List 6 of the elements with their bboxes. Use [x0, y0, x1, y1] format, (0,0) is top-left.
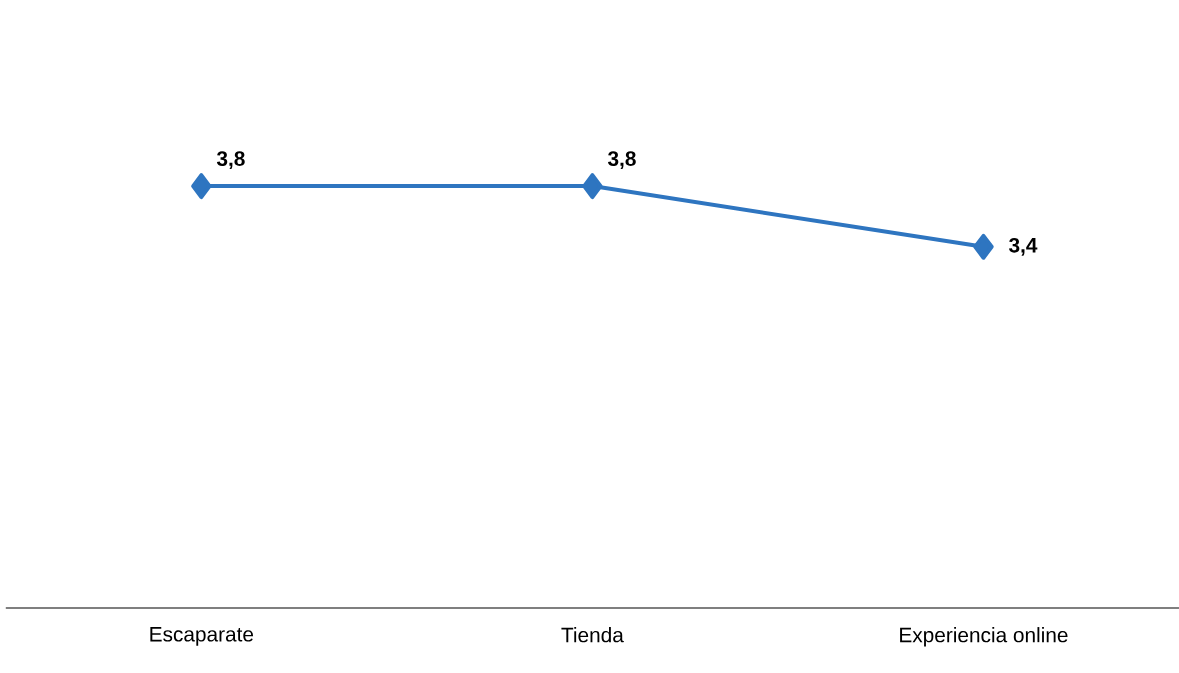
x-tick-label: Tienda [561, 627, 624, 643]
x-tick-label: Experiencia online [900, 627, 1068, 647]
data-label: 3,8 [607, 151, 636, 170]
data-label: 3,8 [216, 151, 245, 170]
x-tick-label: Escaparate [150, 627, 254, 646]
data-label: 3,4 [1008, 238, 1038, 256]
